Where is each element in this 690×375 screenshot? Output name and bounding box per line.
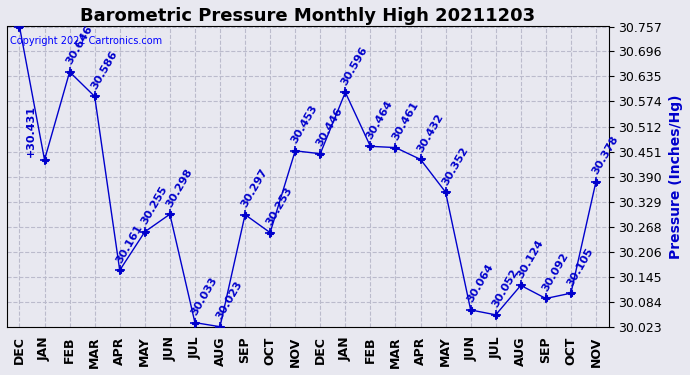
Text: 30.352: 30.352 — [440, 145, 470, 187]
Text: 30.378: 30.378 — [591, 134, 620, 176]
Point — [14, 24, 25, 30]
Point — [164, 211, 175, 217]
Point — [264, 230, 275, 236]
Point — [315, 151, 326, 157]
Point — [465, 307, 476, 313]
Point — [591, 178, 602, 184]
Point — [515, 282, 526, 288]
Text: 30.596: 30.596 — [339, 45, 370, 87]
Point — [390, 145, 401, 151]
Text: 30.464: 30.464 — [365, 98, 395, 141]
Point — [490, 312, 501, 318]
Text: 30.092: 30.092 — [540, 251, 571, 293]
Point — [440, 189, 451, 195]
Point — [190, 320, 201, 326]
Text: 30.052: 30.052 — [490, 267, 520, 309]
Title: Barometric Pressure Monthly High 20211203: Barometric Pressure Monthly High 2021120… — [80, 7, 535, 25]
Point — [415, 156, 426, 162]
Point — [365, 143, 376, 149]
Text: 30.297: 30.297 — [239, 167, 270, 209]
Text: 30.461: 30.461 — [390, 100, 420, 142]
Text: 30.124: 30.124 — [515, 238, 545, 280]
Text: 30.646: 30.646 — [64, 24, 95, 66]
Point — [565, 290, 576, 296]
Text: 30.105: 30.105 — [565, 246, 595, 288]
Point — [39, 157, 50, 163]
Text: 30.453: 30.453 — [290, 104, 319, 145]
Text: 30.064: 30.064 — [465, 262, 495, 305]
Text: 30.446: 30.446 — [315, 106, 345, 148]
Text: +30.431: +30.431 — [26, 105, 36, 157]
Text: Copyright 2021 Cartronics.com: Copyright 2021 Cartronics.com — [10, 36, 162, 45]
Text: 30.023: 30.023 — [215, 279, 244, 321]
Point — [115, 267, 126, 273]
Text: 30.033: 30.033 — [189, 275, 219, 317]
Point — [540, 296, 551, 302]
Text: 30.253: 30.253 — [264, 185, 295, 227]
Point — [89, 93, 100, 99]
Point — [215, 324, 226, 330]
Point — [64, 69, 75, 75]
Point — [239, 211, 250, 217]
Text: 30.298: 30.298 — [164, 166, 195, 208]
Text: 30.255: 30.255 — [139, 184, 169, 226]
Point — [139, 229, 150, 235]
Text: 30.586: 30.586 — [89, 49, 119, 91]
Y-axis label: Pressure (Inches/Hg): Pressure (Inches/Hg) — [669, 94, 683, 259]
Point — [290, 148, 301, 154]
Point — [339, 89, 351, 95]
Text: 30.161: 30.161 — [114, 223, 144, 265]
Text: 30.432: 30.432 — [415, 112, 445, 154]
